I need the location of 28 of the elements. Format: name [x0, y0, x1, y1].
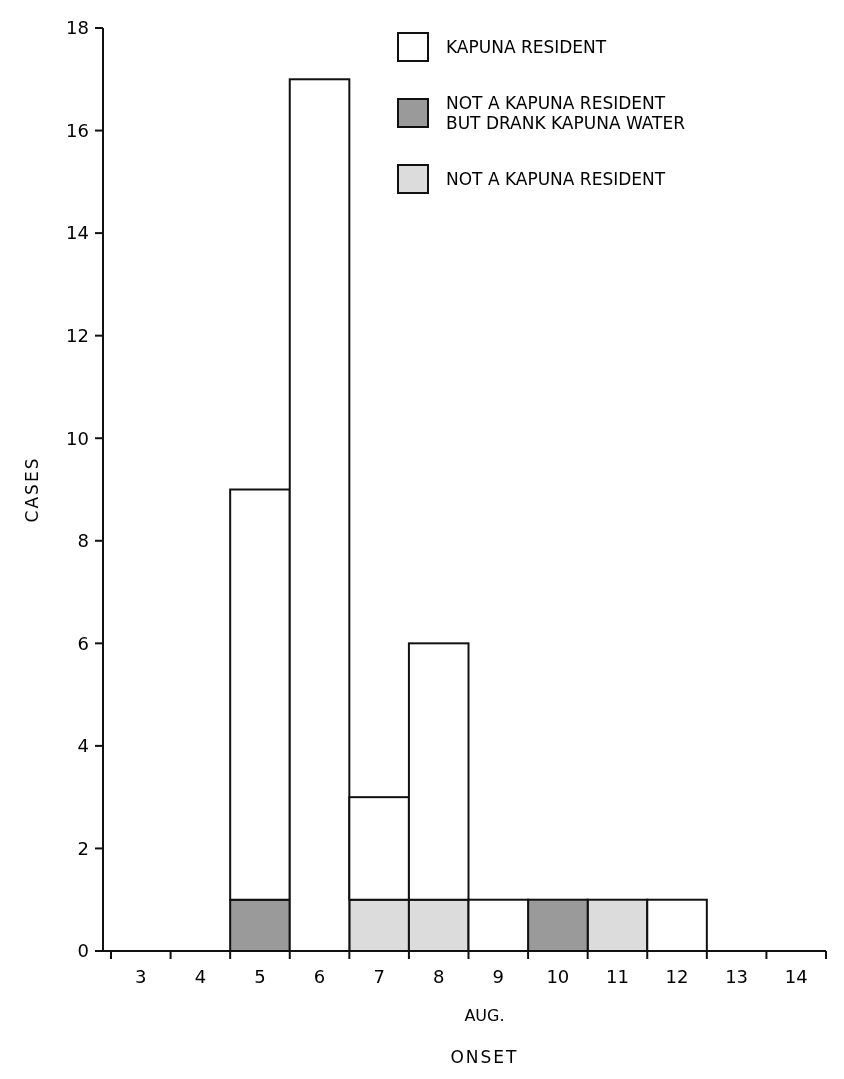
y-tick-label: 0 — [77, 940, 89, 962]
x-tick-label: 12 — [665, 966, 689, 987]
y-tick-label: 6 — [77, 632, 89, 654]
y-tick-label: 18 — [66, 17, 89, 39]
legend-label: NOT A KAPUNA RESIDENT — [446, 168, 666, 189]
y-tick-label: 14 — [66, 222, 89, 244]
legend-label: NOT A KAPUNA RESIDENT BUT DRANK KAPUNA WATER — [446, 92, 686, 133]
x-tick-label: 5 — [254, 966, 266, 987]
x-tick-label: 14 — [784, 966, 808, 987]
x-tick-label: 13 — [725, 966, 749, 987]
x-tick-label: 8 — [432, 966, 445, 987]
x-tick-label: 4 — [194, 966, 207, 987]
x-tick-label: 7 — [373, 966, 385, 987]
y-tick-label: 10 — [66, 427, 89, 449]
legend-label: KAPUNA RESIDENT — [446, 36, 607, 57]
x-tick-label: 9 — [492, 966, 505, 987]
text: AUG. — [464, 1006, 505, 1025]
y-tick-label: 4 — [77, 735, 89, 757]
x-tick-label: 3 — [135, 966, 147, 987]
x-axis-title: ONSET — [450, 1047, 519, 1067]
x-tick-label: 6 — [313, 966, 326, 987]
y-tick-label: 12 — [66, 324, 89, 346]
x-tick-label: 11 — [606, 966, 629, 987]
y-tick-label: 8 — [77, 530, 89, 552]
y-tick-label: 16 — [66, 119, 89, 141]
x-tick-label: 10 — [546, 966, 570, 987]
y-axis-title: CASES — [22, 456, 42, 523]
y-tick-label: 2 — [77, 837, 89, 859]
